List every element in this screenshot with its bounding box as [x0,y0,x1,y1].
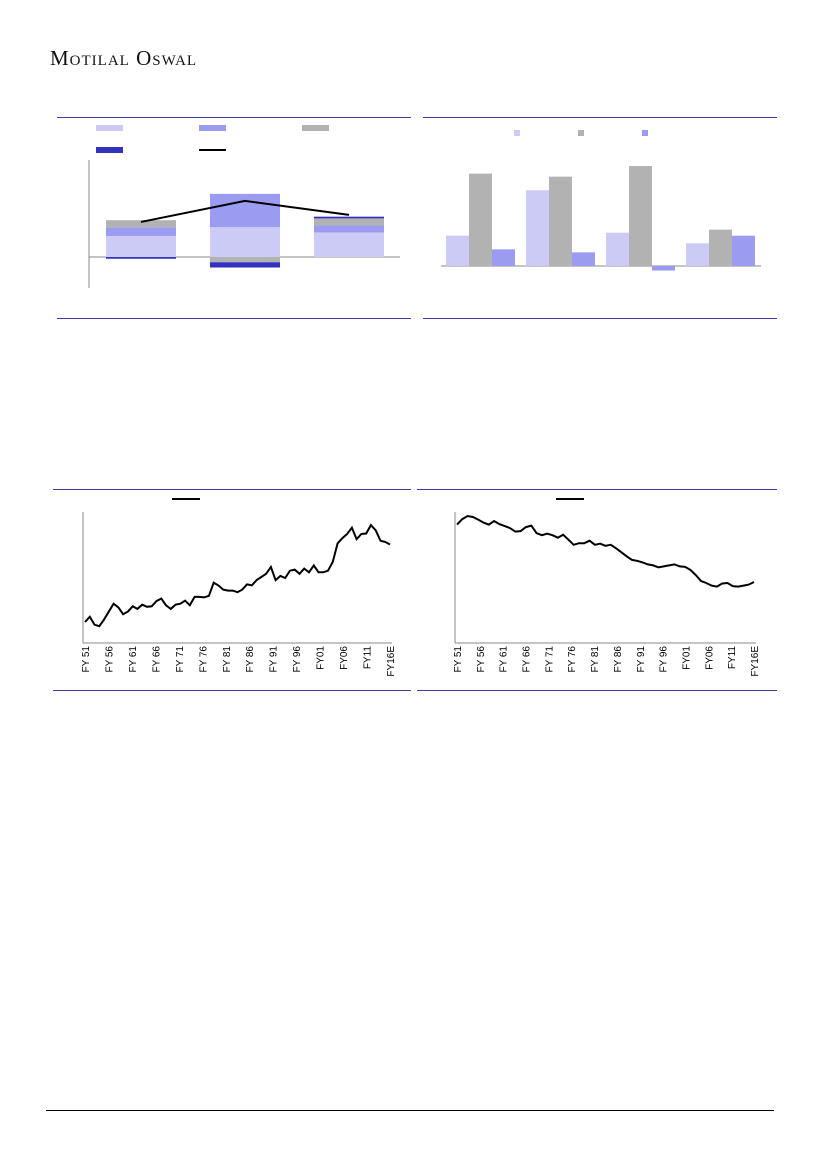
bar-segment [106,257,176,259]
x-tick-label: FY 86 [613,646,624,673]
x-tick-label: FY 66 [151,646,162,673]
x-tick-label: FY 96 [659,646,670,673]
bar-segment [210,227,280,257]
x-tick-label: FY16E [750,646,761,677]
x-tick-label: FY 86 [245,646,256,673]
exhibit-bottom-rule [423,318,777,319]
bar [492,249,515,266]
bar-segment [210,257,280,263]
x-tick-label: FY 61 [128,646,139,673]
stacked-bar-chart [88,125,400,288]
bar [686,243,709,266]
x-tick-label: FY16E [386,646,397,677]
bar [709,229,732,266]
x-tick-label: FY 91 [636,646,647,673]
x-tick-label: FY 56 [104,646,115,673]
x-tick-label: FY 71 [175,646,186,673]
x-tick-label: FY06 [704,646,715,670]
bar [446,235,469,266]
x-tick-label: FY 51 [81,646,92,673]
trend-line [140,199,350,223]
bar [732,235,755,266]
x-tick-label: FY 96 [292,646,303,673]
x-tick-label: FY11 [727,646,738,670]
x-tick-label: FY 91 [269,646,280,673]
legend-swatch [302,125,329,131]
exhibit-bottom-rule [53,690,411,691]
legend-swatch [199,125,226,131]
x-tick-label: FY 66 [522,646,533,673]
x-tick-label: FY 81 [590,646,601,673]
x-tick-label: FY 81 [222,646,233,673]
x-tick-label: FY 51 [453,646,464,673]
exhibit-top-rule [53,489,411,490]
legend-swatch [642,130,648,136]
bar-segment [106,220,176,228]
exhibit-bottom-rule [57,318,411,319]
series-line [84,523,391,628]
bar-segment [314,218,384,226]
legend-swatch [578,130,584,136]
x-tick-label: FY 71 [544,646,555,673]
bar-segment [210,193,280,228]
bar [526,190,549,266]
grouped-bar-chart [441,130,761,271]
exhibit-top-rule [57,117,411,118]
bar-segment [314,232,384,257]
bar-segment [314,225,384,233]
exhibit-top-rule [417,489,777,490]
series-line [456,514,755,588]
bar [629,166,652,266]
line-chart-right: FY 51 FY 56 FY 61 FY 66 FY 71 FY 76 FY 81 FY 86… [453,498,761,677]
line-chart-left: FY 51 FY 56 FY 61 FY 66 FY 71 FY 76 FY 81 FY 86… [81,498,397,677]
x-tick-label: FY 76 [198,646,209,673]
bar-segment [106,227,176,236]
company-logo: Motilal Oswal [50,46,198,70]
legend-swatch [96,125,123,131]
legend-swatch [514,130,520,136]
x-tick-label: FY 76 [567,646,578,673]
exhibit-top-rule [423,117,777,118]
bar [549,176,572,266]
bar [606,232,629,266]
bar [469,173,492,266]
bar [652,266,675,271]
x-tick-label: FY01 [316,646,327,670]
x-tick-label: FY 61 [499,646,510,673]
bar [572,252,595,266]
exhibit-bottom-rule [417,690,777,691]
footer-rule [46,1110,774,1111]
x-tick-label: FY06 [339,646,350,670]
x-tick-label: FY 56 [476,646,487,673]
legend-swatch [96,147,123,153]
bar-segment [210,262,280,268]
x-tick-label: FY11 [363,646,374,670]
bar-segment [106,235,176,257]
x-tick-label: FY01 [681,646,692,670]
bar-segment [314,216,384,219]
